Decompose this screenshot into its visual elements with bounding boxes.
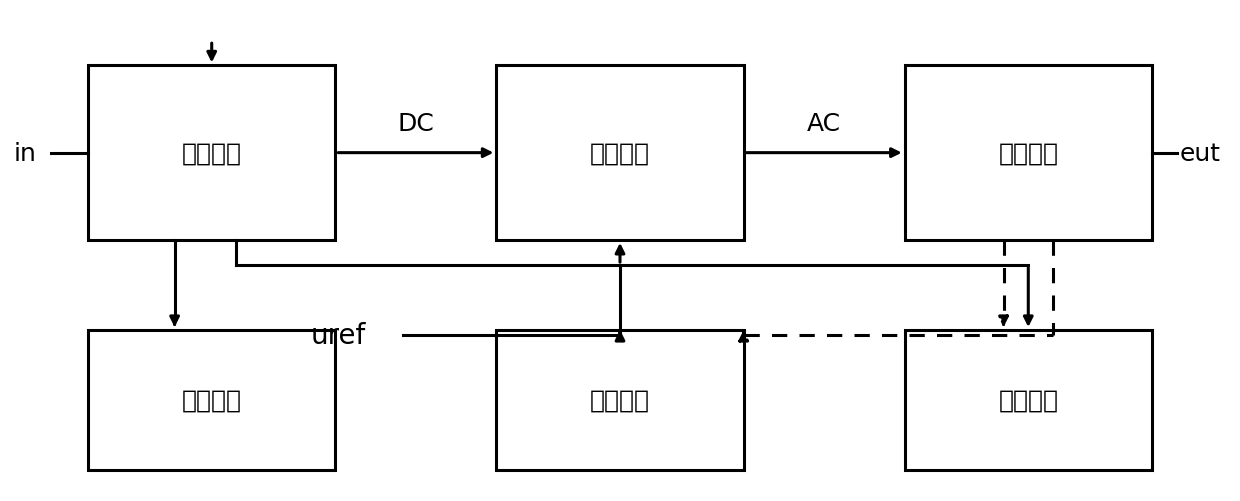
Bar (496, 66, 744, 240)
Text: 保护电路: 保护电路 (998, 388, 1058, 412)
Text: DC: DC (398, 112, 434, 136)
Text: in: in (14, 141, 37, 165)
Bar (904, 66, 1152, 240)
Text: uref: uref (311, 321, 366, 349)
Text: 输入电路: 输入电路 (182, 141, 242, 165)
Text: 输出电路: 输出电路 (998, 141, 1058, 165)
Bar (88, 330, 336, 470)
Text: eut: eut (1179, 141, 1220, 165)
Text: 控制电路: 控制电路 (590, 388, 650, 412)
Bar (904, 330, 1152, 470)
Bar (496, 330, 744, 470)
Text: 辅助电路: 辅助电路 (182, 388, 242, 412)
Text: AC: AC (807, 112, 841, 136)
Bar (88, 66, 336, 240)
Text: 逃变电路: 逃变电路 (590, 141, 650, 165)
